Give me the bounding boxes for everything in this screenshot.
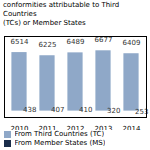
svg-text:6677: 6677 [95, 37, 113, 45]
svg-text:253: 253 [135, 108, 149, 116]
html-text:From Member States (MS): From Member States (MS) [14, 139, 106, 148]
svg-text:407: 407 [51, 106, 64, 114]
svg-text:410: 410 [79, 106, 92, 114]
html-text:conformities attributable to T: conformities attributable to Third Count… [3, 1, 120, 18]
svg-text:6409: 6409 [123, 40, 141, 48]
svg-text:6489: 6489 [67, 39, 85, 47]
svg-text:320: 320 [107, 107, 120, 115]
svg-text:2014: 2014 [123, 126, 141, 131]
svg-text:438: 438 [23, 106, 36, 114]
svg-text:2010: 2010 [11, 126, 29, 131]
svg-text:6225: 6225 [39, 42, 57, 50]
svg-text:2012: 2012 [67, 126, 85, 131]
html-text:From Third Countries (TC): From Third Countries (TC) [14, 130, 105, 139]
svg-text:2013: 2013 [95, 126, 113, 131]
html-text:(TCs) or Member States: (TCs) or Member States [3, 18, 86, 27]
svg-text:6514: 6514 [11, 38, 29, 46]
svg-text:2011: 2011 [39, 126, 57, 131]
